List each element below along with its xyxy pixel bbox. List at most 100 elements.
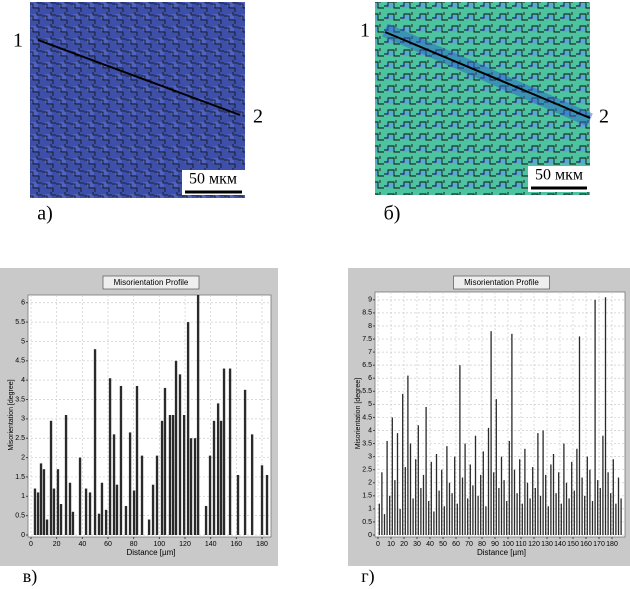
bar xyxy=(151,484,155,535)
bar xyxy=(391,417,393,535)
x-tick-label: 80 xyxy=(478,541,486,548)
bar xyxy=(555,493,557,535)
bar xyxy=(506,501,508,535)
bar xyxy=(459,365,461,535)
bar xyxy=(529,498,531,535)
bar xyxy=(584,495,586,535)
bar xyxy=(607,472,609,535)
y-tick-label: 0.5 xyxy=(15,512,25,519)
bar xyxy=(128,432,132,535)
bar xyxy=(56,469,60,535)
y-tick-label: 4 xyxy=(21,377,25,384)
bar xyxy=(495,399,497,535)
bar xyxy=(610,493,612,535)
bar xyxy=(485,506,487,535)
profile-line xyxy=(384,31,591,119)
bar xyxy=(171,415,175,535)
panel-label: б) xyxy=(384,203,401,225)
bar xyxy=(552,454,555,535)
bar xyxy=(45,519,49,535)
bar xyxy=(456,503,458,535)
x-tick-label: 30 xyxy=(413,541,421,548)
y-tick-label: 6 xyxy=(21,300,25,307)
title-box xyxy=(453,275,550,290)
plot-area xyxy=(27,294,272,538)
x-axis-label: Distance [µm] xyxy=(126,548,175,557)
bar xyxy=(490,331,492,535)
bar xyxy=(482,451,484,535)
y-tick-label: 9 xyxy=(368,297,372,304)
bar xyxy=(68,482,72,535)
y-tick-label: 5.5 xyxy=(362,388,372,395)
bar xyxy=(174,360,178,535)
bar xyxy=(599,487,601,535)
bar xyxy=(228,368,232,535)
bar xyxy=(573,490,575,535)
bar xyxy=(508,440,510,535)
bar xyxy=(193,438,197,535)
y-tick-label: 3 xyxy=(21,416,25,423)
line-start: 1 xyxy=(360,20,370,42)
bar xyxy=(163,387,167,535)
bar xyxy=(464,443,466,535)
bar xyxy=(119,385,123,535)
bar xyxy=(39,463,43,535)
bar xyxy=(108,378,112,535)
map-image xyxy=(30,2,245,198)
bar xyxy=(383,514,386,535)
bar xyxy=(381,472,383,535)
bar xyxy=(594,299,596,535)
x-tick-label: 180 xyxy=(256,541,268,548)
bar xyxy=(461,477,464,535)
bar xyxy=(78,457,82,535)
bar xyxy=(448,482,451,535)
bar xyxy=(212,420,216,535)
bar xyxy=(52,488,56,535)
bar xyxy=(547,506,549,535)
bar xyxy=(472,485,474,535)
y-tick-label: 1.5 xyxy=(362,493,372,500)
bar xyxy=(402,393,404,535)
y-tick-label: 7.5 xyxy=(362,336,372,343)
x-tick-label: 180 xyxy=(606,541,618,548)
x-tick-label: 40 xyxy=(78,541,86,548)
y-tick-label: 4.5 xyxy=(15,358,25,365)
bar xyxy=(498,487,500,535)
bar xyxy=(404,467,406,535)
bar xyxy=(480,474,482,535)
y-tick-label: 8 xyxy=(368,323,372,330)
chart-title: Misorientation Profile xyxy=(464,278,539,287)
chart-title: Misorientation Profile xyxy=(114,278,189,287)
bar xyxy=(487,427,490,535)
x-tick-label: 40 xyxy=(426,541,434,548)
bar xyxy=(415,459,417,535)
bar xyxy=(454,456,456,535)
title-box xyxy=(102,275,200,290)
bar xyxy=(420,487,422,535)
bar xyxy=(604,297,607,535)
y-tick-label: 2.5 xyxy=(15,435,25,442)
bar xyxy=(513,469,516,535)
x-tick-label: 120 xyxy=(528,541,540,548)
bar xyxy=(451,493,453,535)
y-tick-label: 3.5 xyxy=(362,440,372,447)
y-tick-label: 6 xyxy=(368,375,372,382)
bar xyxy=(196,295,200,535)
bar xyxy=(409,443,412,535)
bar xyxy=(168,415,172,535)
bar xyxy=(433,511,435,535)
y-tick-label: 1 xyxy=(368,506,372,513)
bar xyxy=(589,469,591,535)
bar xyxy=(550,464,552,535)
bar xyxy=(243,389,247,535)
y-tick-label: 8.5 xyxy=(362,310,372,317)
bar xyxy=(602,435,604,535)
y-tick-label: 2 xyxy=(368,480,372,487)
bar xyxy=(147,519,151,535)
bar xyxy=(186,322,190,535)
y-tick-label: 7 xyxy=(368,349,372,356)
bar xyxy=(260,465,264,535)
bar xyxy=(435,454,438,535)
bar xyxy=(160,420,164,535)
